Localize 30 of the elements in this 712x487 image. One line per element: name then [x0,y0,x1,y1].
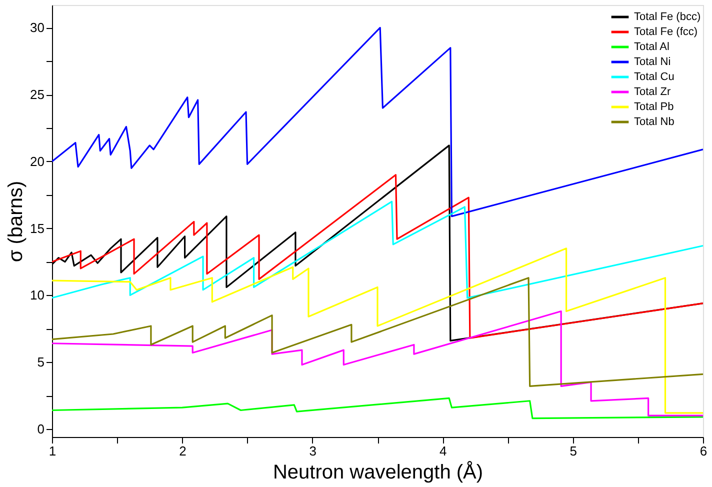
y-tick-label: 5 [37,354,44,370]
line-series [52,277,703,387]
y-tick-label: 0 [37,421,44,436]
legend-label: Total Cu [634,71,674,83]
x-tick-label: 6 [700,444,708,458]
line-series [52,174,703,339]
line-series [52,397,703,420]
y-tick-label: 20 [30,154,44,169]
legend-label: Total Al [634,41,670,53]
line-series [52,248,703,414]
line-series [52,26,703,218]
x-tick-label: 1 [48,444,56,458]
x-tick-label: 4 [439,444,447,458]
y-tick-label: 15 [30,220,44,236]
line-series [52,310,703,416]
legend-label: Total Pb [634,101,674,113]
legend-label: Total Ni [634,56,671,68]
y-axis-title: σ (barns) [5,180,28,262]
y-tick-label: 30 [30,20,44,36]
x-tick-label: 3 [309,444,317,458]
line-series [52,200,703,299]
legend-label: Total Fe (fcc) [634,26,698,38]
y-tick-label: 10 [30,288,44,303]
x-tick-label: 5 [570,444,577,458]
y-tick-label: 25 [30,87,44,102]
legend-label: Total Nb [634,116,674,128]
legend-label: Total Fe (bcc) [634,11,701,23]
legend-label: Total Zr [634,86,672,98]
x-axis-title: Neutron wavelength (Å) [272,460,484,484]
x-tick-label: 2 [179,444,186,458]
